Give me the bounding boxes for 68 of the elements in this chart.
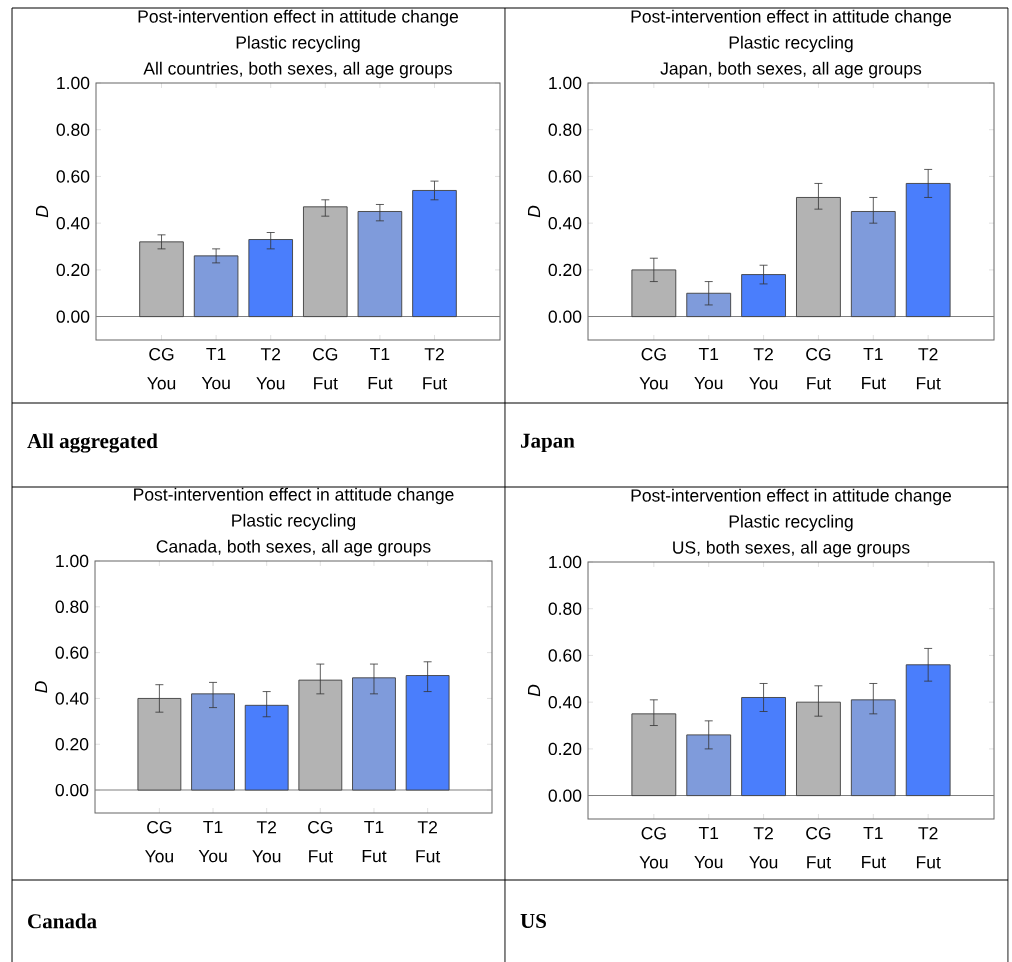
x-tick-label: T2 Fut (416, 820, 441, 863)
y-tick-label: 1.00 (549, 555, 582, 568)
text: US, both sexes, all age groups (673, 540, 910, 557)
chart-subtitle: Plastic recycling (236, 35, 360, 52)
x-tick-label: T1 You (694, 347, 723, 389)
y-tick-label: 0.00 (548, 310, 582, 323)
chart-subtitle: Plastic recycling (729, 35, 853, 52)
y-tick-label: 0.00 (56, 310, 90, 323)
x-tick-label: T2 You (252, 820, 281, 863)
y-tick-label: 0.80 (548, 602, 582, 615)
y-tick-label: 0.60 (548, 649, 582, 662)
x-tick-label: CG Fut (308, 820, 333, 863)
x-tick-label: CG You (639, 347, 668, 390)
y-tick-label: 0.40 (548, 216, 582, 230)
chart-title: Post-intervention effect in attitude change (631, 9, 952, 26)
text: Japan, both sexes, all age groups (660, 61, 922, 78)
y-axis-title: D (36, 205, 49, 218)
y-tick-label: 0.60 (548, 170, 582, 183)
x-tick-label: T1 Fut (362, 820, 387, 862)
y-tick-label: 0.60 (55, 646, 89, 659)
y-tick-label: 0.80 (56, 123, 90, 136)
y-tick-label: 0.00 (55, 783, 89, 797)
x-tick-label: T2 You (749, 347, 778, 390)
x-tick-label: CG Fut (806, 347, 831, 390)
x-tick-label: T2 You (256, 347, 285, 390)
text: All countries, both sexes, all age groups (143, 61, 452, 78)
x-tick-label: T1 You (201, 347, 230, 389)
x-tick-label: T2 Fut (916, 826, 941, 869)
chart-subtitle: Plastic recycling (232, 513, 356, 530)
y-tick-label: 0.20 (548, 742, 582, 755)
text: Japan (520, 433, 575, 452)
y-axis-title: D (528, 684, 541, 697)
y-axis-title: D (528, 205, 541, 218)
x-tick-label: T2 You (749, 826, 778, 869)
y-tick-label: 0.40 (56, 216, 90, 230)
x-tick-label: T1 Fut (862, 347, 886, 389)
x-tick-label: CG Fut (806, 826, 831, 869)
x-tick-label: CG You (145, 820, 174, 863)
y-tick-label: 0.20 (548, 263, 582, 276)
x-tick-label: CG You (147, 347, 176, 390)
x-tick-label: T2 Fut (916, 347, 941, 390)
y-tick-label: 0.20 (55, 737, 89, 751)
y-tick-label: 1.00 (56, 554, 89, 567)
chart-title: Post-intervention effect in attitude change (138, 9, 459, 26)
x-tick-label: T2 Fut (423, 347, 448, 390)
x-tick-label: CG You (639, 826, 668, 869)
y-tick-label: 0.80 (55, 600, 89, 613)
y-tick-label: 0.60 (56, 170, 90, 183)
y-tick-label: 1.00 (57, 76, 90, 89)
y-tick-label: 0.40 (548, 695, 582, 709)
chart-subtitle: Plastic recycling (729, 514, 853, 531)
chart-title: Post-intervention effect in attitude change (631, 488, 952, 505)
text: Canada, both sexes, all age groups (156, 539, 431, 556)
x-tick-label: T1 You (198, 820, 227, 862)
chart-title: Post-intervention effect in attitude change (134, 487, 454, 504)
x-tick-label: CG Fut (313, 347, 338, 390)
text: All aggregated (27, 433, 158, 453)
y-axis-title: D (35, 680, 48, 693)
y-tick-label: 0.20 (56, 263, 90, 276)
x-tick-label: T1 You (694, 826, 723, 868)
text: US (520, 913, 546, 928)
y-tick-label: 0.00 (548, 789, 582, 802)
text: Canada (28, 913, 97, 929)
x-tick-label: T1 Fut (862, 826, 886, 868)
y-tick-label: 1.00 (549, 76, 582, 89)
x-tick-label: T1 Fut (368, 347, 393, 389)
y-tick-label: 0.40 (55, 692, 89, 705)
y-tick-label: 0.80 (548, 123, 582, 136)
